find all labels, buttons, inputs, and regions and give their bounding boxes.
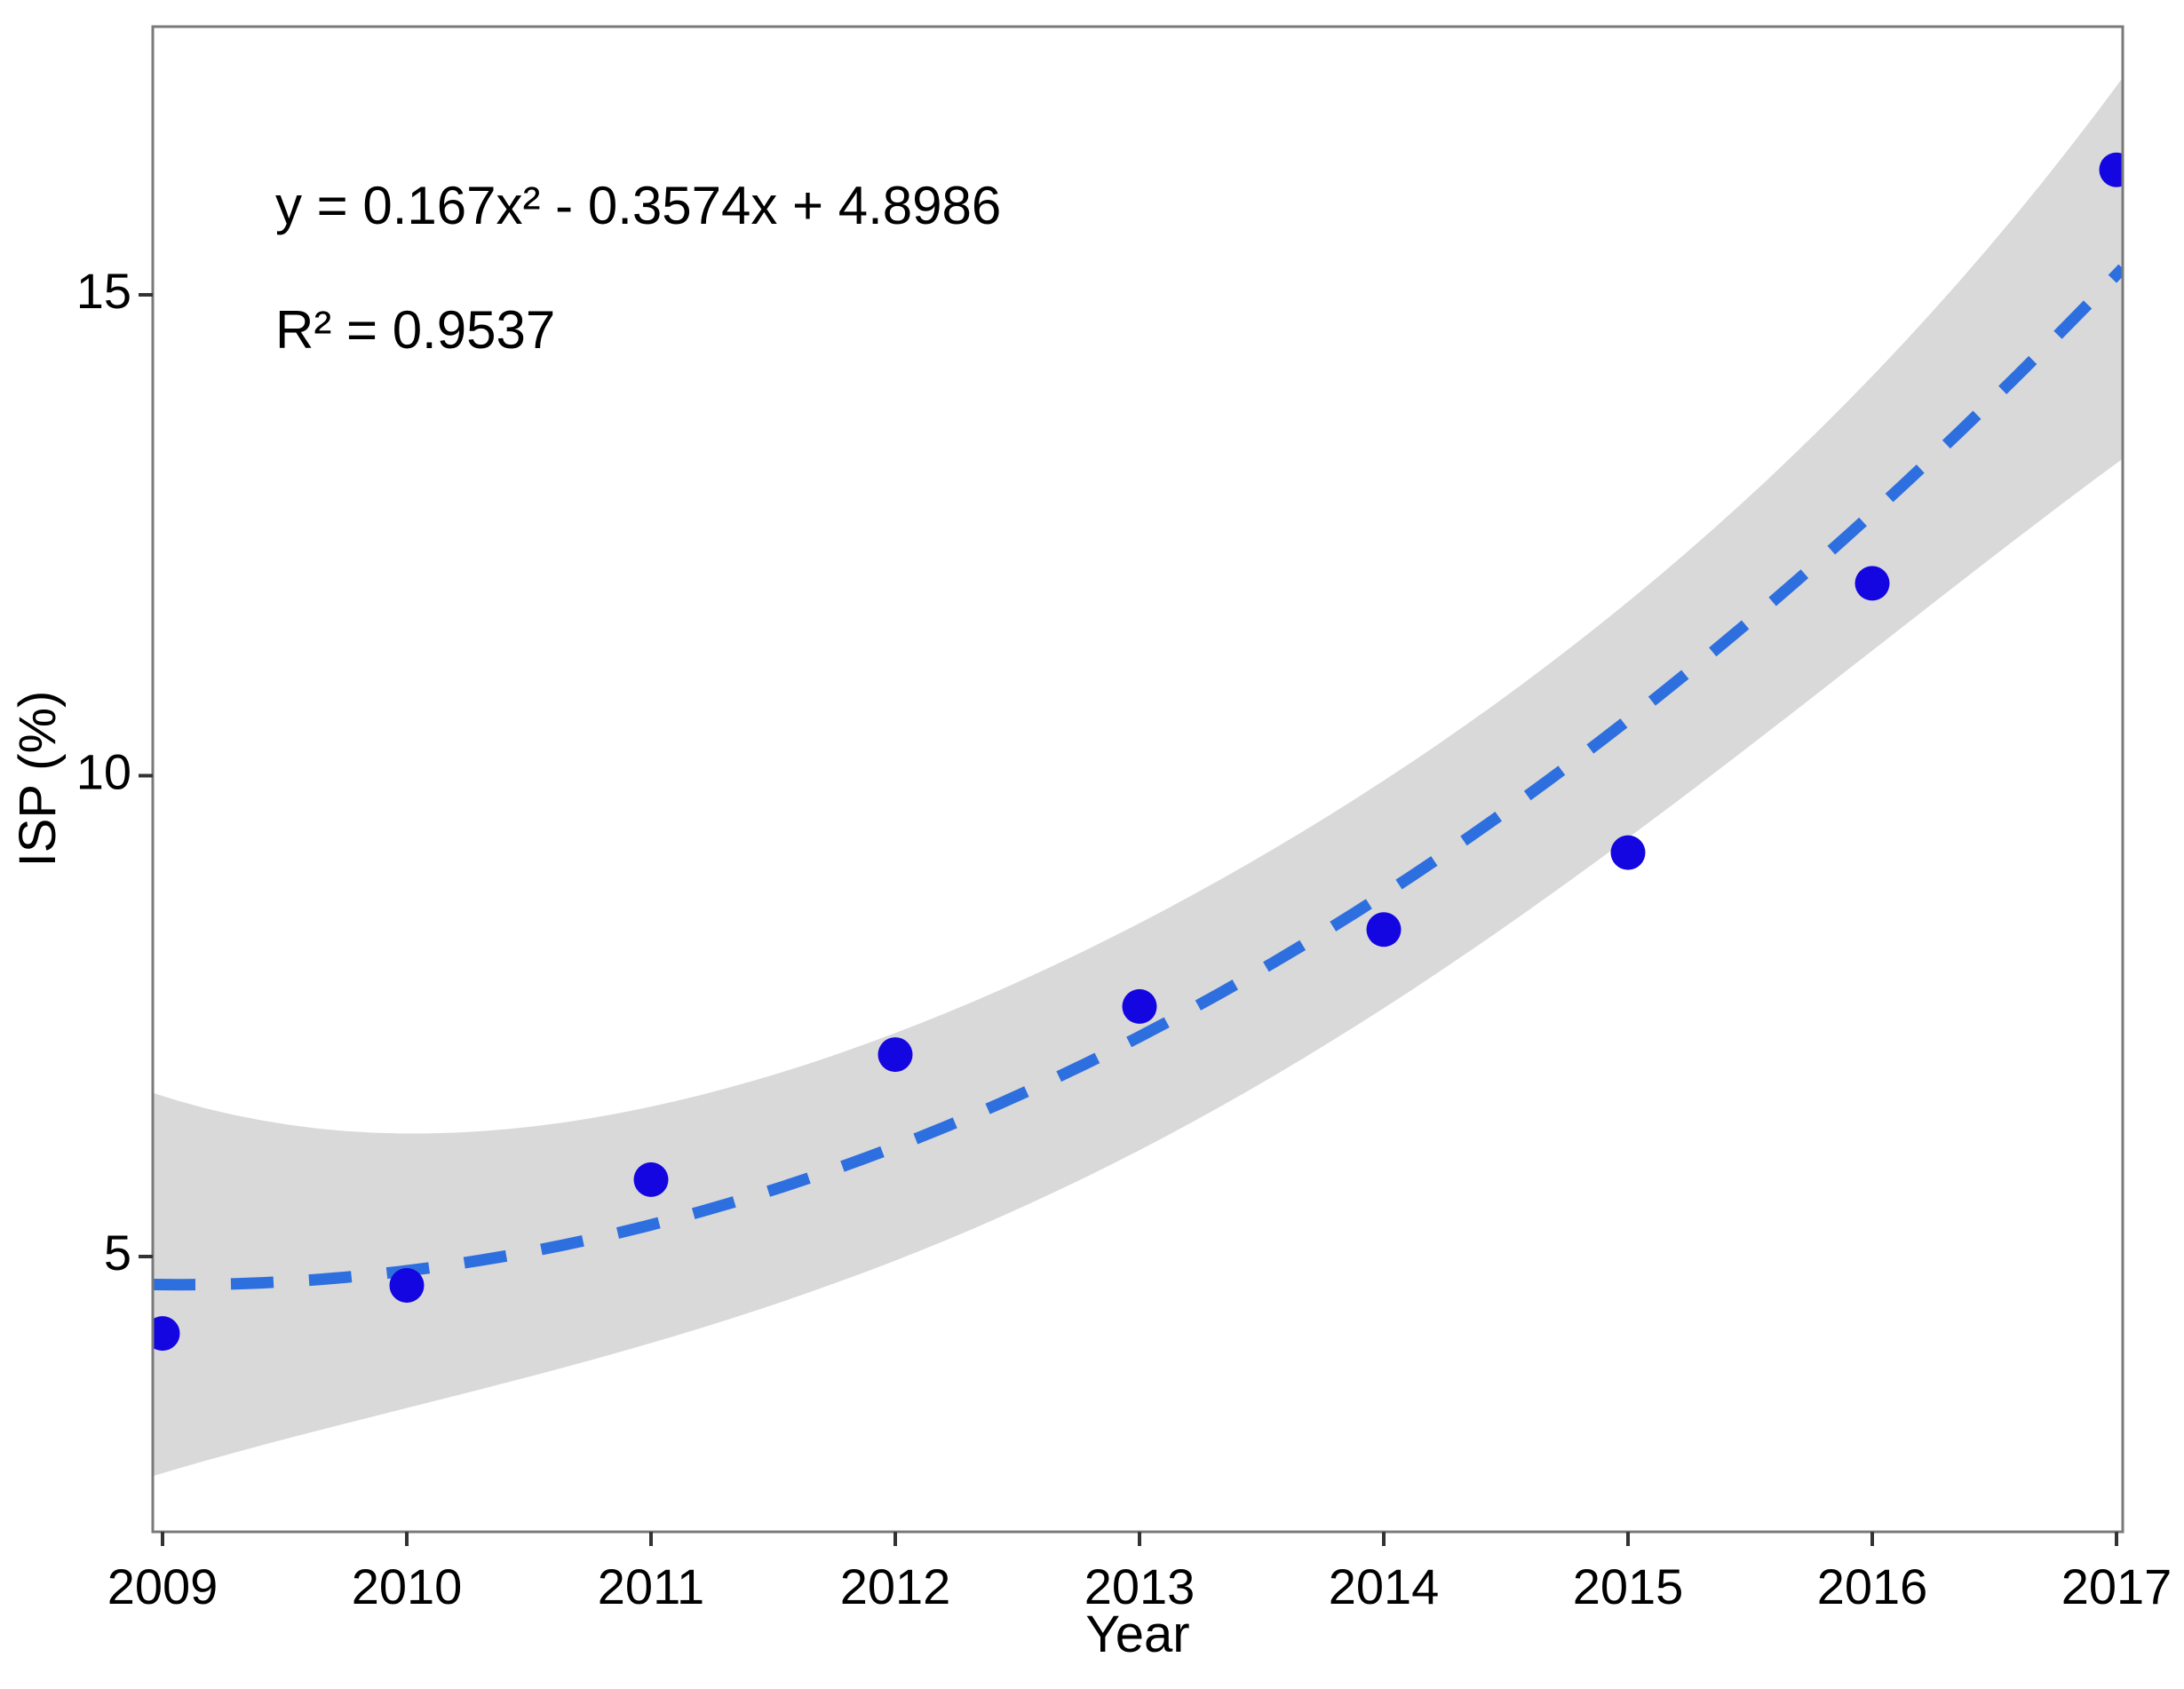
x-tick-label: 2009 xyxy=(107,1558,218,1614)
equation-annotation: y = 0.167x² - 0.3574x + 4.8986 xyxy=(275,176,1001,235)
x-axis-title: Year xyxy=(1085,1606,1189,1663)
x-tick-label: 2016 xyxy=(1817,1558,1928,1614)
data-point-2014 xyxy=(1366,912,1402,948)
y-tick-label: 5 xyxy=(104,1225,131,1281)
data-point-2016 xyxy=(1854,566,1890,601)
y-tick-label: 10 xyxy=(76,744,131,800)
data-point-2012 xyxy=(878,1037,913,1073)
x-tick-label: 2011 xyxy=(598,1558,704,1614)
data-point-2010 xyxy=(389,1267,425,1303)
x-tick-label: 2014 xyxy=(1329,1558,1440,1614)
axis-ticks xyxy=(139,293,2118,1546)
data-point-2013 xyxy=(1122,988,1157,1024)
data-point-2015 xyxy=(1610,835,1646,870)
trend-line-path xyxy=(153,264,2123,1291)
r-squared-annotation: R² = 0.9537 xyxy=(275,300,555,360)
trend-line xyxy=(153,264,2123,1291)
data-point-2017 xyxy=(2099,152,2123,187)
x-tick-label: 2012 xyxy=(840,1558,951,1614)
confidence-band xyxy=(153,77,2123,1477)
confidence-band-area xyxy=(153,77,2123,1477)
x-tick-label: 2017 xyxy=(2061,1558,2172,1614)
data-point-2011 xyxy=(633,1162,669,1197)
y-tick-label: 15 xyxy=(76,263,131,319)
data-point-2009 xyxy=(153,1316,180,1352)
x-tick-label: 2010 xyxy=(352,1558,463,1614)
x-tick-label: 2015 xyxy=(1573,1558,1684,1614)
y-tick-labels: 5 10 15 xyxy=(76,263,131,1281)
data-points xyxy=(153,152,2123,1352)
x-tick-labels: 2009 2010 2011 2012 2013 2014 2015 2016 2017 xyxy=(107,1558,2172,1614)
x-tick-label: 2013 xyxy=(1084,1558,1195,1614)
y-axis-title: ISP (%) xyxy=(9,691,67,868)
